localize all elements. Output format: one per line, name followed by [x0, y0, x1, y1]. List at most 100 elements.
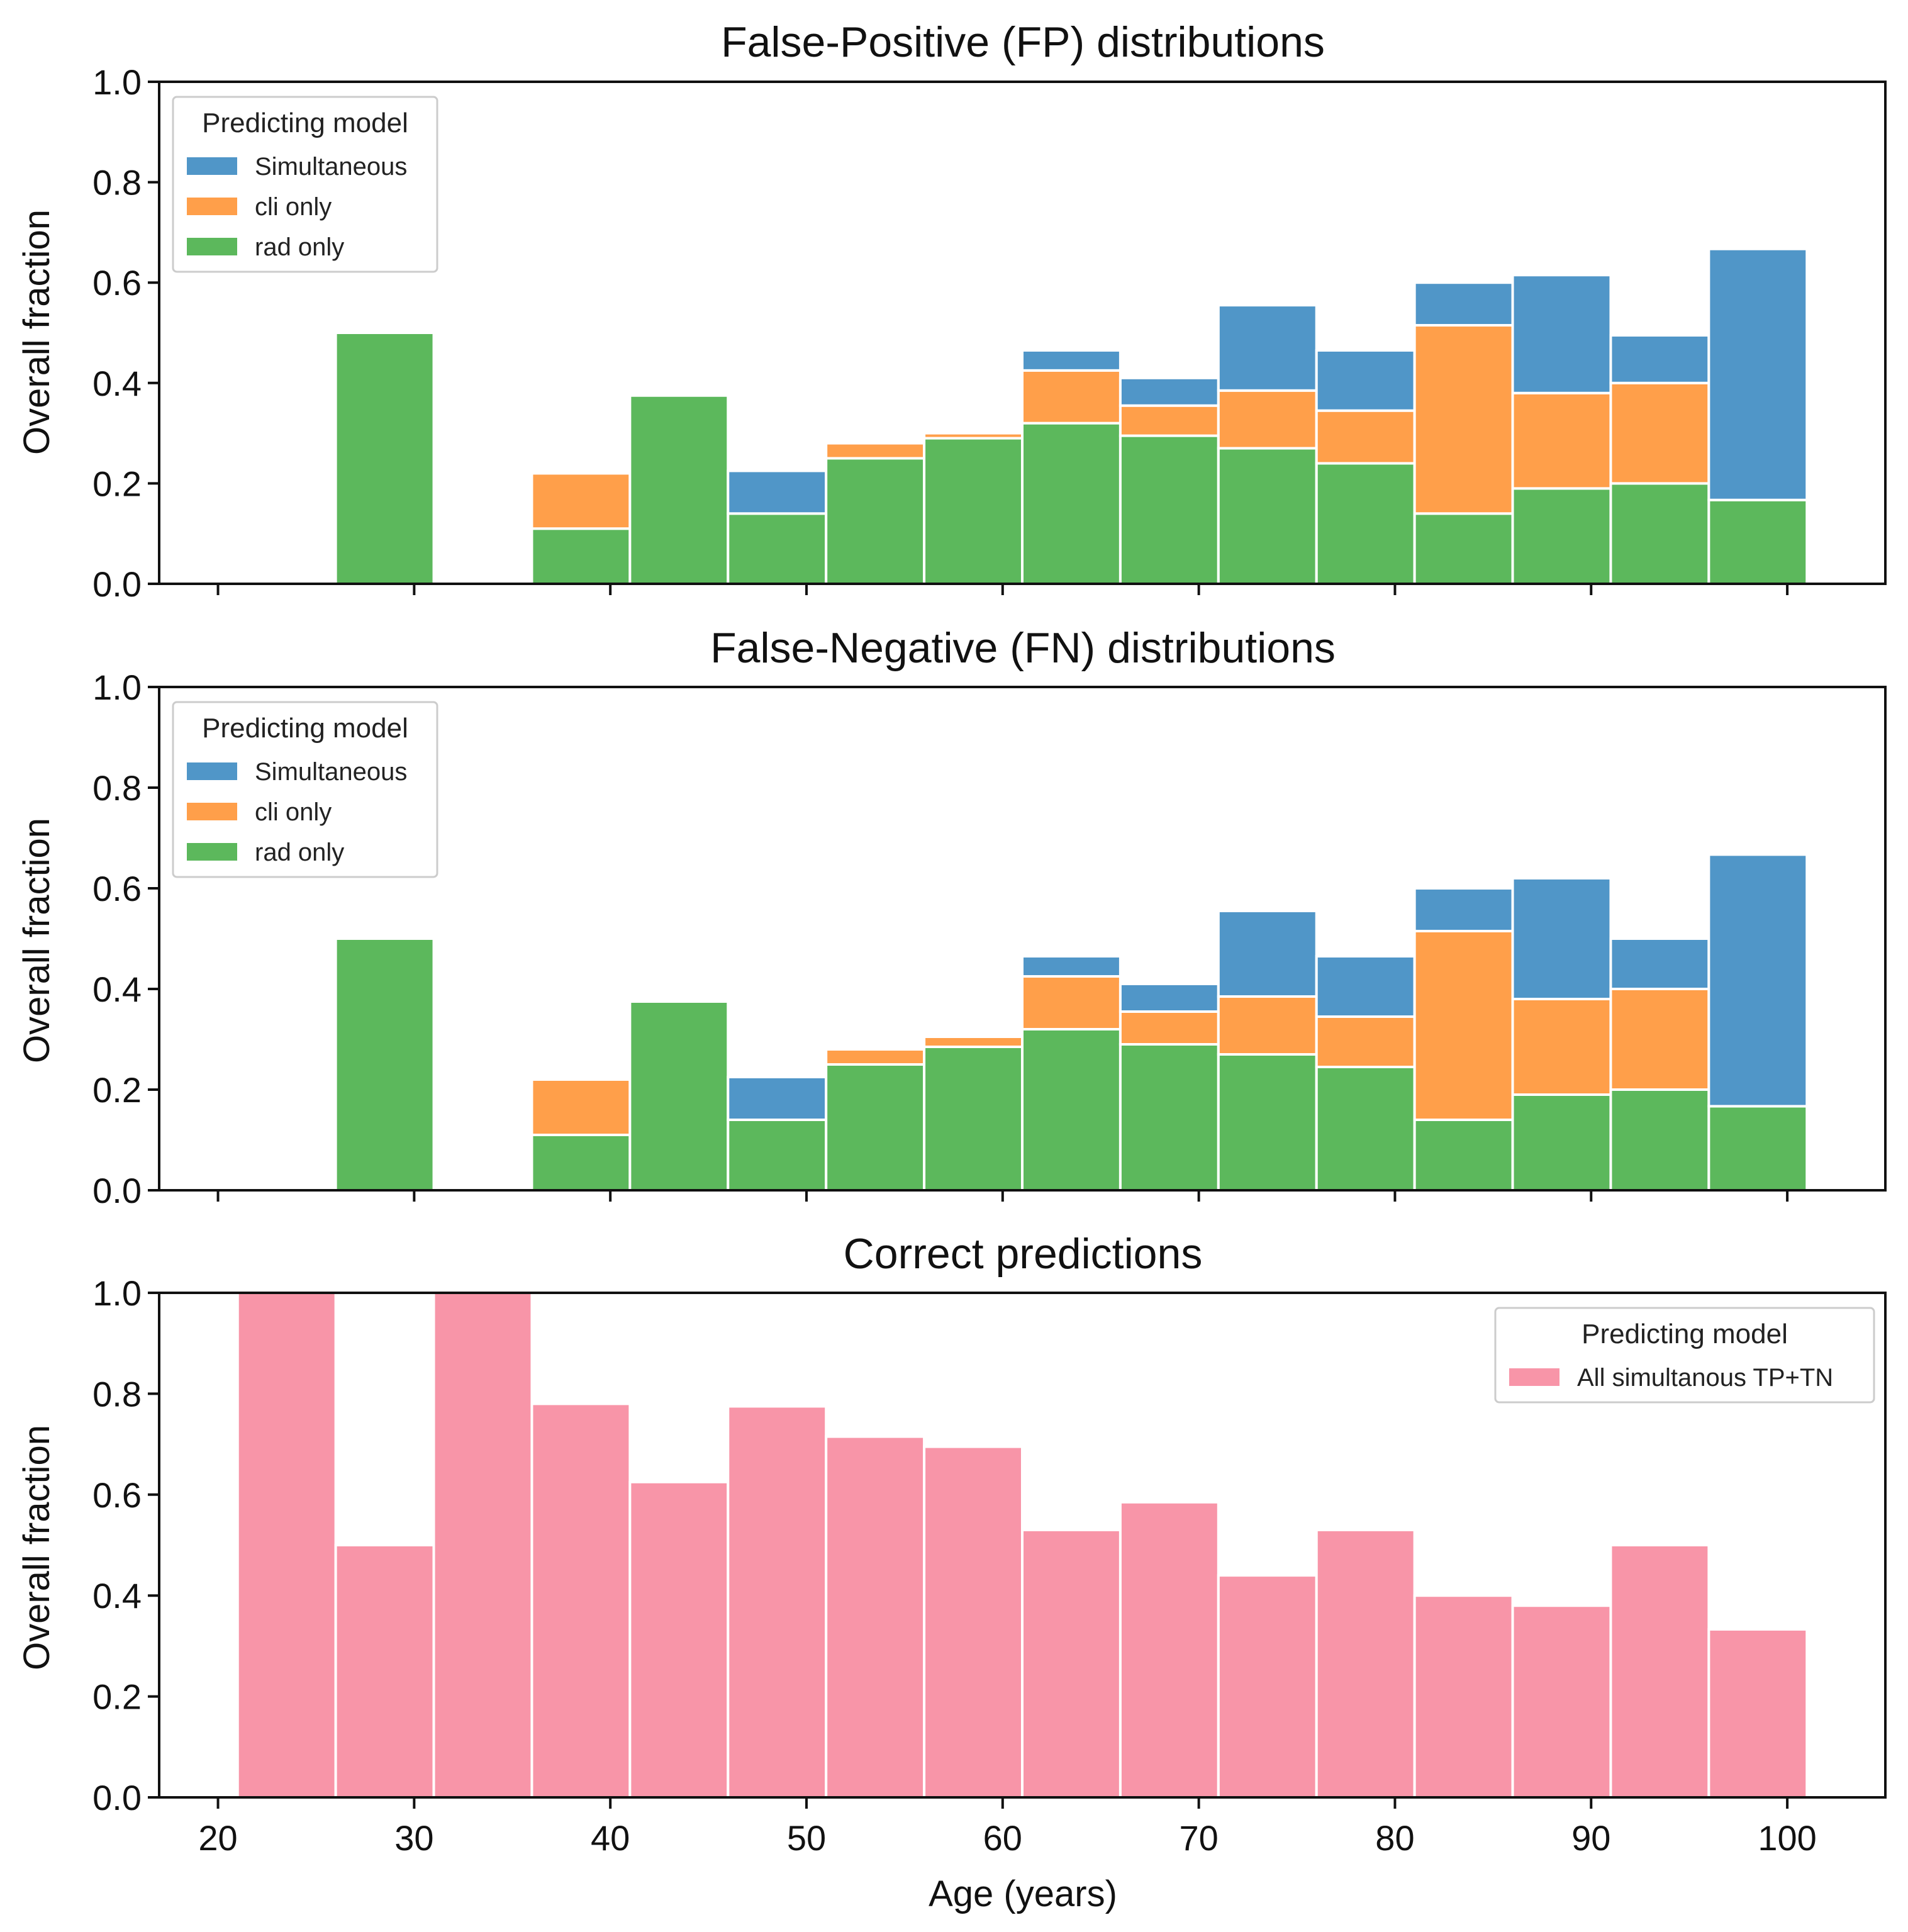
fn-legend-label-cli-only: cli only: [255, 798, 332, 826]
fn-bars: [334, 853, 1809, 1192]
fp-bar-rad-only-7: [923, 437, 1024, 586]
fn-bar-rad-only-8: [1021, 1028, 1122, 1192]
fp-bar-simultaneous-5: [727, 469, 828, 515]
fn-legend: Predicting model Simultaneous cli only rad …: [172, 701, 438, 878]
fp-bar-cli-only-3: [530, 472, 632, 530]
correct-y-tick-label-0.8: 0.8: [92, 1374, 142, 1414]
fn-y-tick-label-0.2: 0.2: [92, 1070, 142, 1110]
fp-bar-simultaneous-11: [1315, 349, 1416, 412]
fp-y-tick-label-0.4: 0.4: [92, 364, 142, 403]
fp-bar-simultaneous-12: [1413, 281, 1514, 327]
fn-y-tick-label-0.6: 0.6: [92, 869, 142, 908]
correct-x-tick-label-30: 30: [394, 1818, 433, 1858]
fn-legend-label-simultaneous: Simultaneous: [255, 758, 407, 786]
fn-bar-rad-only-4: [628, 1000, 730, 1192]
fn-legend-label-rad-only: rad only: [255, 839, 344, 866]
fn-bar-rad-only-12: [1413, 1119, 1514, 1192]
fn-legend-title: Predicting model: [202, 713, 408, 744]
fp-bar-rad-only-8: [1021, 422, 1122, 586]
fp-bar-cli-only-11: [1315, 409, 1416, 465]
fn-bar-rad-only-11: [1315, 1066, 1416, 1192]
fp-bar-simultaneous-15: [1707, 247, 1809, 501]
fp-bar-rad-only-5: [727, 512, 828, 586]
fp-legend-title: Predicting model: [202, 108, 408, 138]
fn-bar-rad-only-10: [1217, 1053, 1318, 1192]
correct-x-tick-label-90: 90: [1571, 1818, 1610, 1858]
fp-y-tick-label-0.2: 0.2: [92, 464, 142, 503]
correct-bar-all-simultanous-tp-tn-13: [1511, 1604, 1612, 1799]
fn-bar-cli-only-6: [825, 1048, 926, 1066]
fp-legend: Predicting model Simultaneous cli only rad …: [172, 96, 438, 273]
correct-bar-all-simultanous-tp-tn-14: [1609, 1544, 1710, 1799]
fp-bar-rad-only-13: [1511, 487, 1612, 585]
correct-bar-all-simultanous-tp-tn-0: [236, 1292, 337, 1799]
fp-bar-cli-only-9: [1119, 404, 1220, 437]
correct-chart-title: Correct predictions: [844, 1230, 1203, 1278]
fn-legend-swatch-simultaneous: [187, 762, 237, 780]
fp-y-tick-label-0.0: 0.0: [92, 564, 142, 604]
fn-bar-simultaneous-14: [1609, 937, 1710, 990]
fp-bar-rad-only-9: [1119, 434, 1220, 586]
fp-bar-rad-only-6: [825, 457, 926, 585]
correct-y-axis-label: Overall fraction: [16, 1425, 57, 1670]
fn-legend-swatch-rad-only: [187, 843, 237, 861]
correct-bar-all-simultanous-tp-tn-8: [1021, 1528, 1122, 1799]
correct-x-tick-label-80: 80: [1375, 1818, 1414, 1858]
fn-bar-rad-only-7: [923, 1046, 1024, 1192]
correct-legend-label-all-simultanous-tp-tn: All simultanous TP+TN: [1577, 1364, 1833, 1392]
correct-legend-title: Predicting model: [1582, 1319, 1788, 1349]
fn-bar-rad-only-13: [1511, 1093, 1612, 1192]
fp-bar-cli-only-7: [923, 432, 1024, 440]
fn-bar-rad-only-15: [1707, 1105, 1809, 1192]
fn-bar-simultaneous-5: [727, 1076, 828, 1121]
correct-x-tick-label-20: 20: [198, 1818, 237, 1858]
correct-legend-swatch-all-simultanous-tp-tn: [1509, 1368, 1559, 1386]
fp-bar-rad-only-11: [1315, 462, 1416, 585]
fn-bar-cli-only-11: [1315, 1015, 1416, 1068]
fp-bar-simultaneous-14: [1609, 333, 1710, 384]
fp-legend-swatch-rad-only: [187, 238, 237, 255]
fn-legend-box: [172, 701, 438, 878]
fp-bar-simultaneous-9: [1119, 376, 1220, 407]
fn-bar-rad-only-6: [825, 1063, 926, 1192]
fp-chart-title: False-Positive (FP) distributions: [721, 18, 1325, 66]
fp-bar-simultaneous-10: [1217, 304, 1318, 392]
correct-bar-all-simultanous-tp-tn-10: [1217, 1574, 1318, 1799]
correct-bar-all-simultanous-tp-tn-6: [825, 1435, 926, 1799]
fn-bar-simultaneous-10: [1217, 910, 1318, 998]
fn-bar-rad-only-1: [334, 937, 435, 1192]
fp-bar-cli-only-14: [1609, 381, 1710, 485]
correct-bar-all-simultanous-tp-tn-11: [1315, 1528, 1416, 1799]
fn-bar-simultaneous-13: [1511, 877, 1612, 1000]
fp-y-tick-label-1.0: 1.0: [92, 62, 142, 102]
fp-bars: [334, 247, 1809, 586]
fp-legend-label-rad-only: rad only: [255, 233, 344, 261]
correct-y-tick-label-0.2: 0.2: [92, 1677, 142, 1717]
fn-bar-simultaneous-11: [1315, 955, 1416, 1018]
fp-bar-cli-only-13: [1511, 391, 1612, 490]
fp-panel: False-Positive (FP) distributions Overal…: [16, 18, 1887, 604]
fp-bar-cli-only-6: [825, 442, 926, 460]
fn-y-tick-label-0.0: 0.0: [92, 1171, 142, 1210]
fp-y-tick-label-0.8: 0.8: [92, 163, 142, 203]
fn-bar-cli-only-8: [1021, 975, 1122, 1030]
correct-plot-frame: [158, 1292, 1887, 1799]
correct-bar-all-simultanous-tp-tn-5: [727, 1405, 828, 1799]
fn-bar-cli-only-14: [1609, 988, 1710, 1091]
fn-bar-cli-only-10: [1217, 995, 1318, 1056]
fn-bar-simultaneous-12: [1413, 887, 1514, 932]
fp-plot-frame: [158, 81, 1887, 585]
fp-bar-rad-only-14: [1609, 482, 1710, 586]
correct-x-tick-label-40: 40: [591, 1818, 630, 1858]
correct-x-tick-label-60: 60: [983, 1818, 1022, 1858]
fp-bar-cli-only-10: [1217, 389, 1318, 450]
correct-y-tick-label-0.0: 0.0: [92, 1778, 142, 1818]
fp-bar-simultaneous-8: [1021, 349, 1122, 372]
fp-bar-rad-only-3: [530, 527, 632, 585]
correct-y-tick-label-1.0: 1.0: [92, 1273, 142, 1313]
fp-bar-rad-only-12: [1413, 512, 1514, 586]
fn-bar-rad-only-14: [1609, 1088, 1710, 1192]
correct-bar-all-simultanous-tp-tn-3: [530, 1402, 632, 1799]
fn-plot-frame: [158, 686, 1887, 1192]
